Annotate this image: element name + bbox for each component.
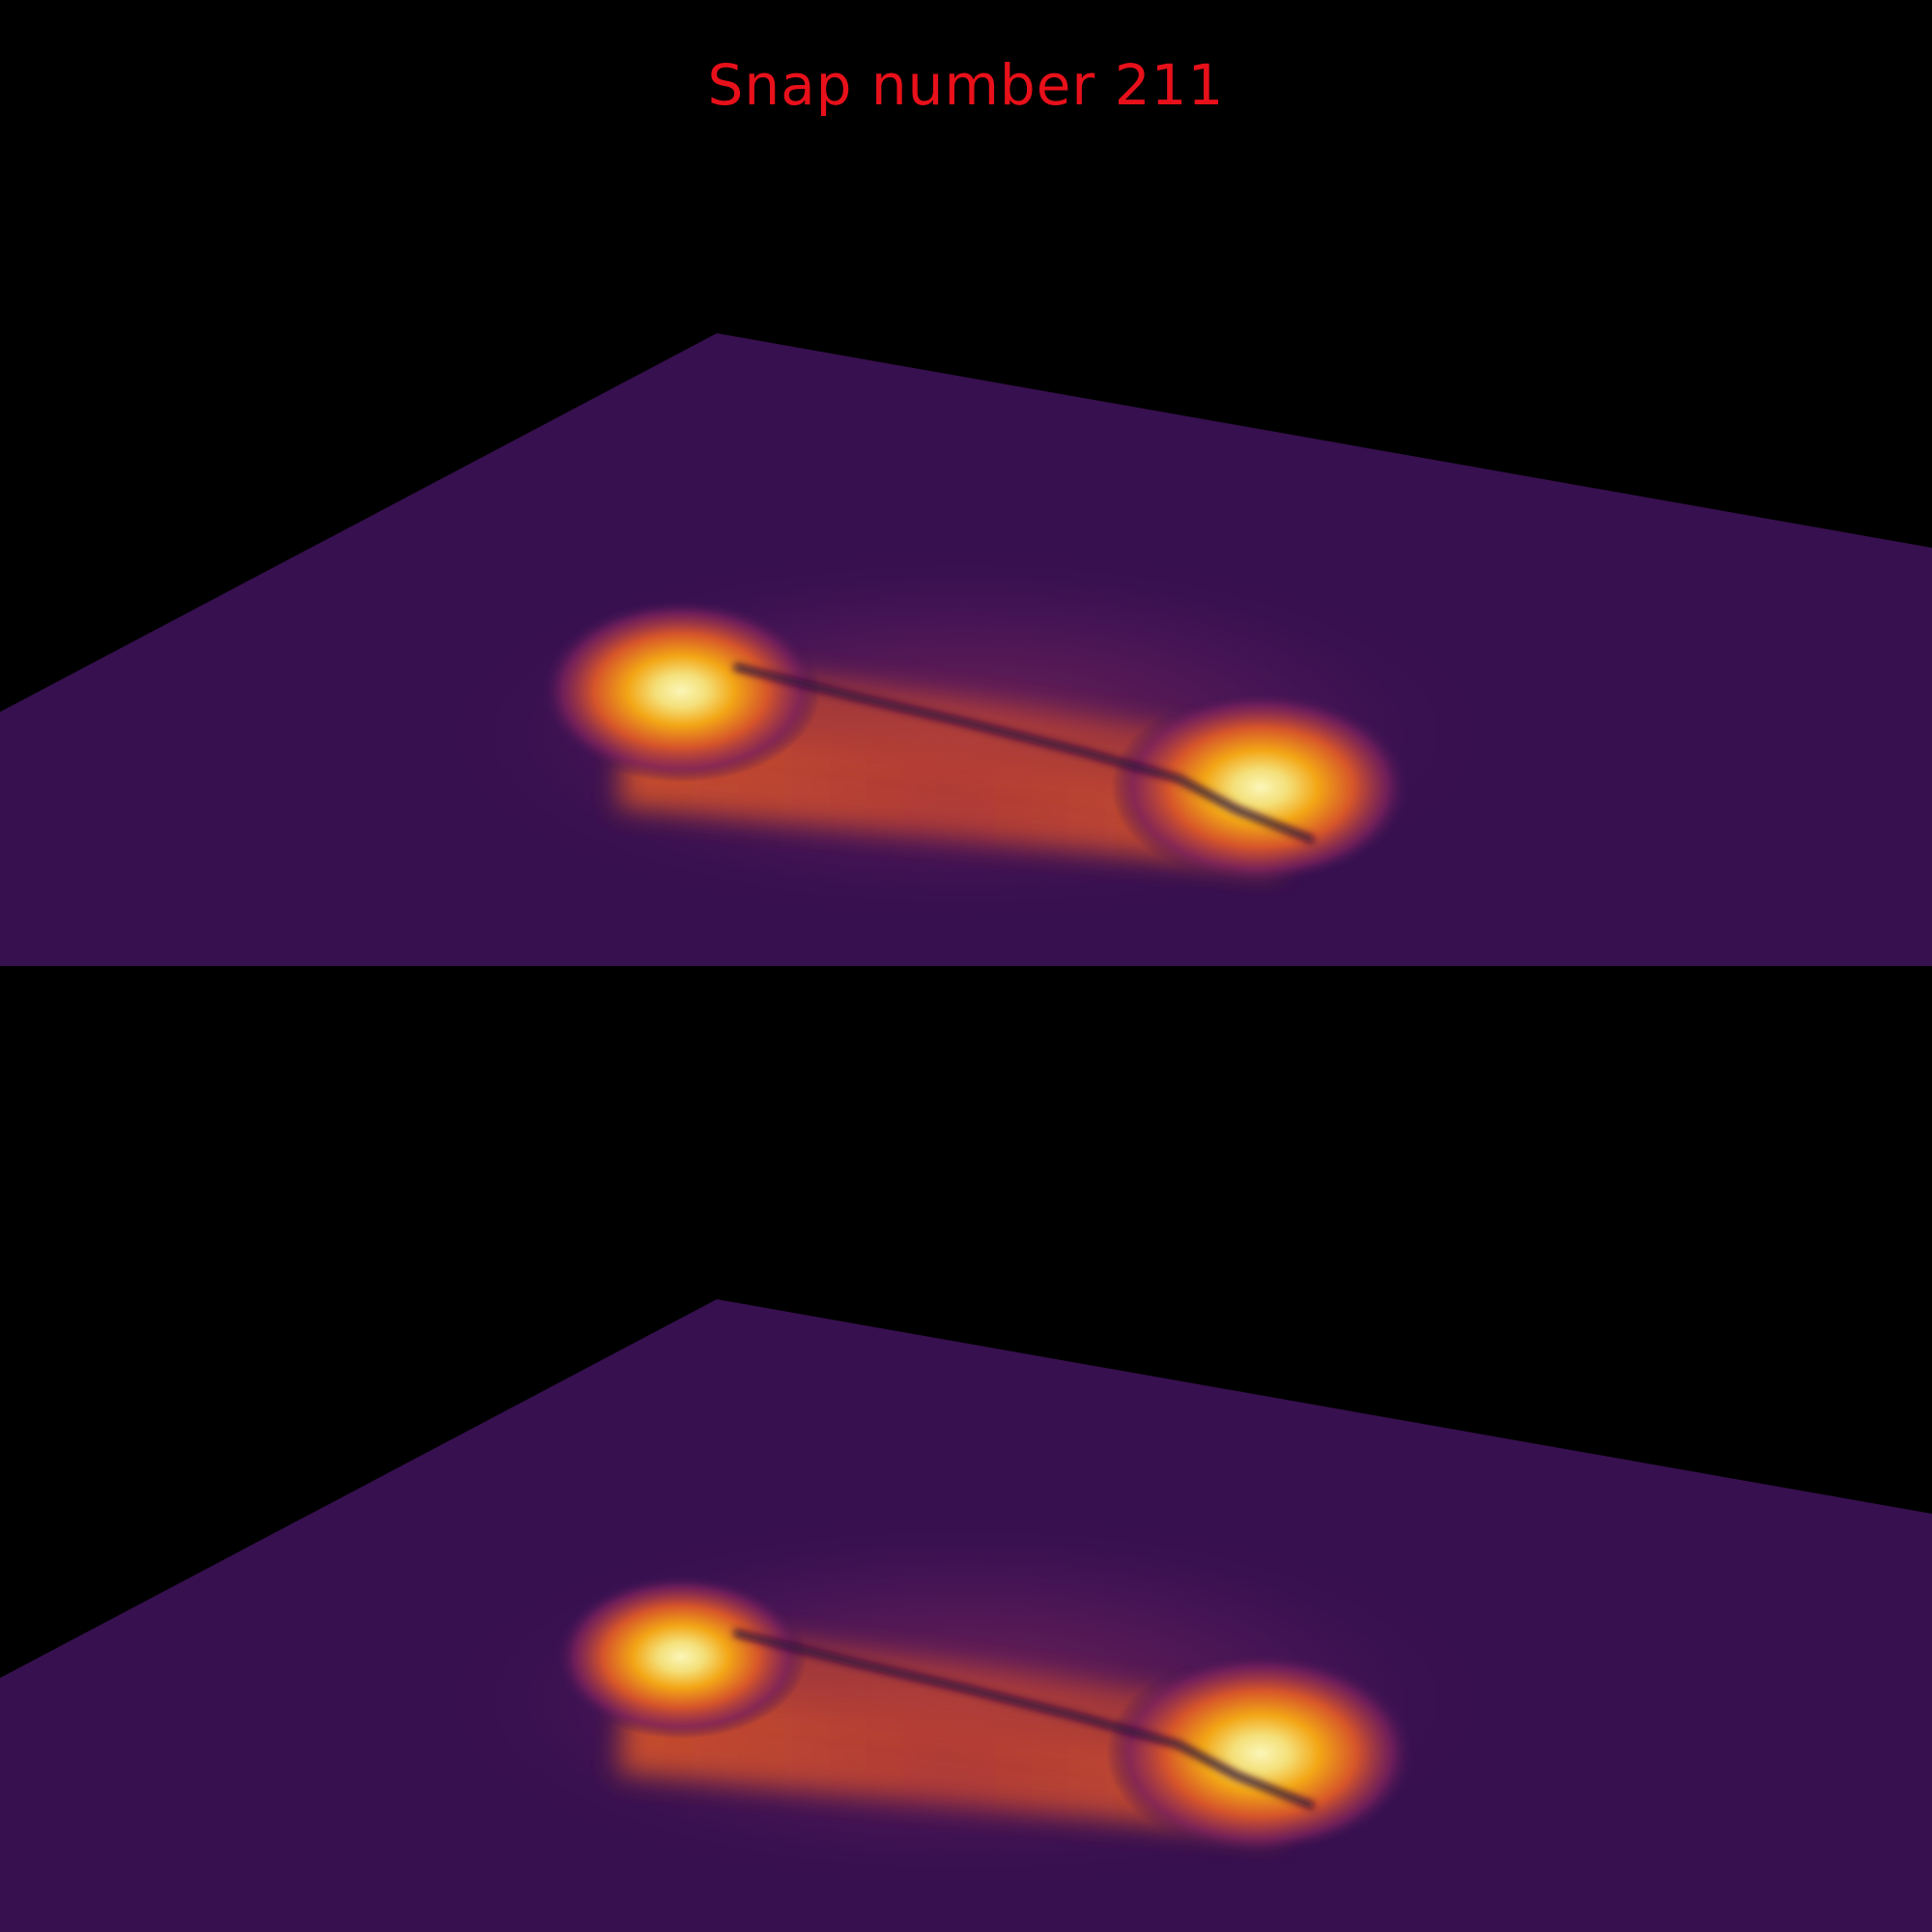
hot-spot-right [1111, 691, 1410, 884]
hot-spot-left [541, 599, 821, 782]
hot-spot-left [555, 1575, 807, 1739]
upper-render-panel [0, 333, 1932, 966]
dark-seam [733, 1629, 1316, 1810]
hot-spot-right [1106, 1652, 1415, 1855]
dark-seam [733, 663, 1316, 844]
lower-surface-render [0, 1299, 1932, 1932]
warm-band [618, 1676, 1280, 1835]
lower-render-panel [0, 966, 1932, 1932]
upper-surface-render [0, 333, 1932, 966]
snap-number-title: Snap number 211 [707, 52, 1225, 118]
